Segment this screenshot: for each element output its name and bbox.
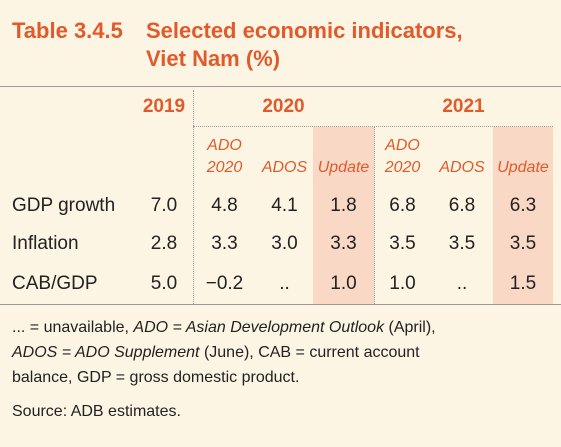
cell: 1.0 <box>330 273 357 294</box>
cell: 1.8 <box>330 195 357 216</box>
row-label: Inflation <box>12 233 79 254</box>
cell: 3.5 <box>509 233 537 254</box>
year-header: 2021 <box>442 96 485 117</box>
note-text: (June), CAB = current account <box>199 344 420 361</box>
cell: 1.0 <box>389 273 416 294</box>
separator <box>193 90 194 304</box>
cell: 3.5 <box>389 233 416 254</box>
cell: 7.0 <box>150 195 178 216</box>
highlight <box>313 127 374 304</box>
cell: 5.0 <box>150 273 178 294</box>
cell: 3.3 <box>330 233 357 254</box>
year-header: 2019 <box>142 96 186 117</box>
column-header: Update <box>497 159 549 176</box>
cell: 1.5 <box>509 273 537 294</box>
note-text: (April), <box>384 319 436 336</box>
column-header: ADO <box>207 137 242 154</box>
note-text: ADOS = ADO Supplement <box>12 344 200 361</box>
column-header: Update <box>317 159 370 176</box>
column-header: ADOS <box>439 159 485 176</box>
rule <box>0 86 561 87</box>
row-label: CAB/GDP <box>12 273 98 294</box>
note-text: ADO = Asian Development Outlook <box>133 319 385 336</box>
note-text: ... = unavailable, <box>12 319 134 336</box>
column-header: ADOS <box>261 159 308 176</box>
cell: 2.8 <box>150 233 178 254</box>
highlight <box>493 127 553 304</box>
cell: 6.8 <box>389 195 416 216</box>
row-label: GDP growth <box>12 195 116 216</box>
cell: 3.5 <box>448 233 476 254</box>
year-header: 2020 <box>262 96 305 117</box>
title-line: Selected economic indicators, <box>146 18 463 43</box>
note: ADOS = ADO Supplement (June), CAB = curr… <box>12 342 420 364</box>
note: ... = unavailable, ADO = Asian Developme… <box>12 317 436 339</box>
cell: −0.2 <box>205 273 244 294</box>
cell: .. <box>279 273 290 294</box>
separator <box>374 127 375 304</box>
title-line: Viet Nam (%) <box>146 46 281 71</box>
cell: .. <box>456 273 468 294</box>
table-number: Table 3.4.5 <box>12 18 123 43</box>
cell: 6.3 <box>509 195 537 216</box>
cell: 4.8 <box>211 195 238 216</box>
column-header: 2020 <box>206 159 243 176</box>
cell: 4.1 <box>271 195 298 216</box>
separator <box>193 126 553 127</box>
cell: 6.8 <box>448 195 476 216</box>
rule <box>0 304 561 305</box>
note: balance, GDP = gross domestic product. <box>12 367 299 389</box>
cell: 3.0 <box>271 233 298 254</box>
column-header: 2020 <box>384 159 421 176</box>
column-header: ADO <box>385 137 420 154</box>
note-text: balance, GDP = gross domestic product. <box>12 369 300 386</box>
cell: 3.3 <box>211 233 238 254</box>
source: Source: ADB estimates. <box>12 403 181 420</box>
